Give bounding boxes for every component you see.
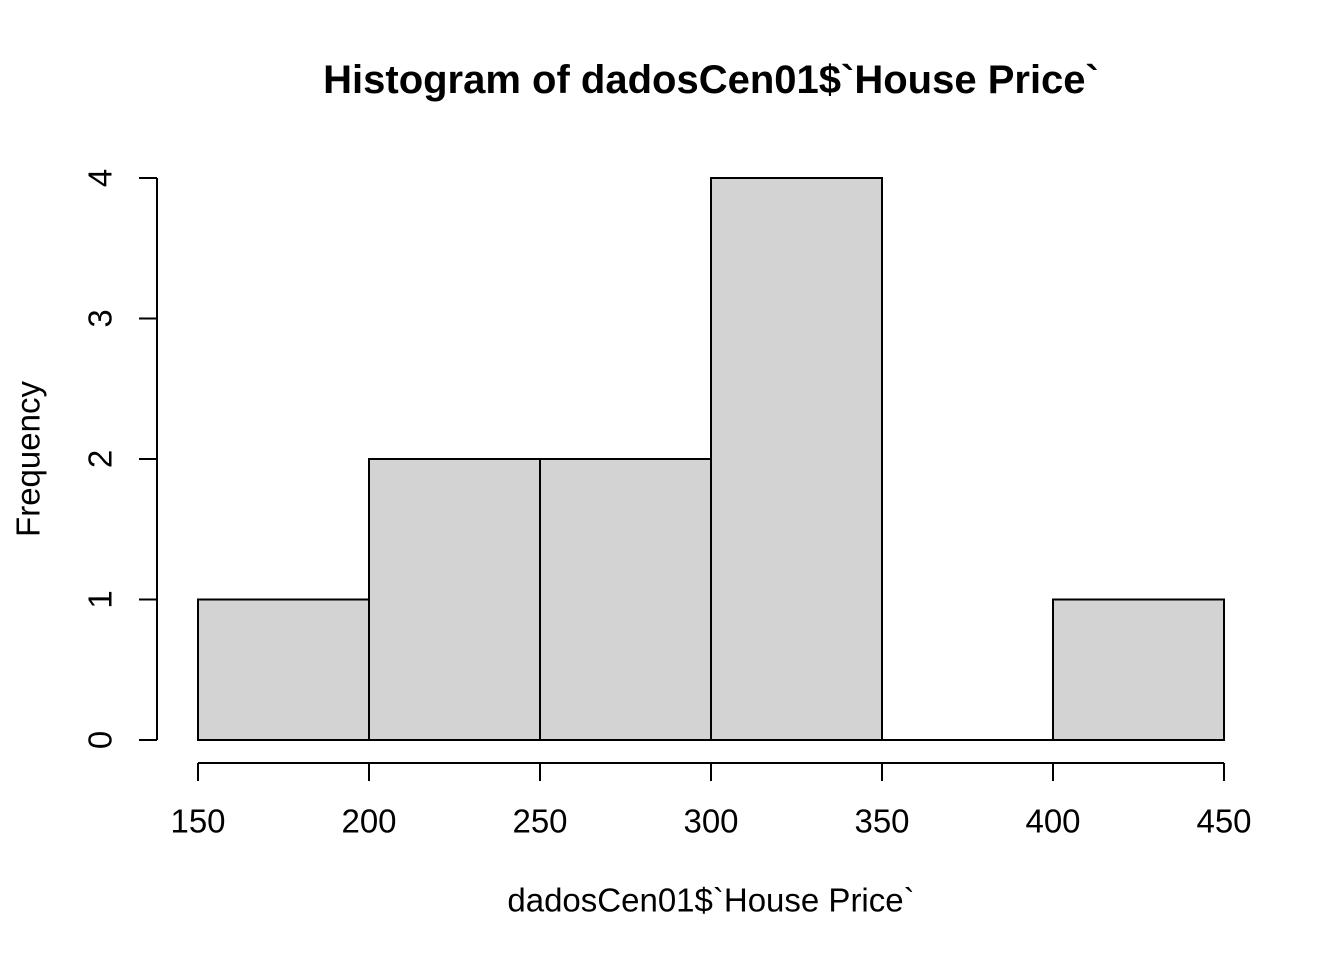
- x-tick-label: 400: [1025, 803, 1080, 840]
- x-tick-label: 250: [512, 803, 567, 840]
- x-tick-label: 350: [854, 803, 909, 840]
- histogram-bar: [197, 598, 370, 741]
- histogram-bar: [710, 177, 883, 741]
- histogram-bar: [1052, 598, 1225, 741]
- y-axis-label: Frequency: [10, 381, 47, 537]
- chart-title: Histogram of dadosCen01$`House Price`: [323, 58, 1099, 102]
- x-tick-label: 450: [1196, 803, 1251, 840]
- bars-group: [197, 177, 1225, 741]
- y-tick-label: 0: [82, 731, 119, 749]
- y-axis: 0 1 2 3 4: [82, 169, 158, 749]
- x-axis: 150 200 250 300 350 400 450: [170, 762, 1252, 840]
- x-tick-label: 150: [170, 803, 225, 840]
- y-tick-label: 4: [82, 169, 119, 187]
- x-tick-label: 200: [341, 803, 396, 840]
- histogram-bar: [539, 458, 712, 741]
- histogram-bar: [368, 458, 541, 741]
- x-axis-label: dadosCen01$`House Price`: [507, 882, 914, 919]
- x-tick-label: 300: [683, 803, 738, 840]
- y-tick-label: 2: [82, 450, 119, 468]
- y-tick-label: 1: [82, 590, 119, 608]
- y-tick-label: 3: [82, 309, 119, 327]
